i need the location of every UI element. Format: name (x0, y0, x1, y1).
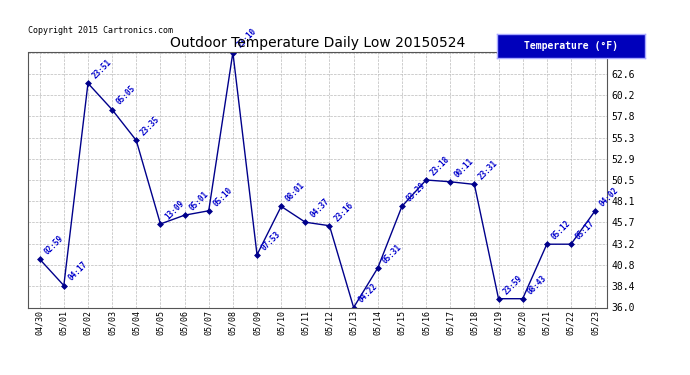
Text: 23:10: 23:10 (236, 27, 258, 50)
Text: 04:17: 04:17 (67, 260, 89, 283)
Text: 23:35: 23:35 (139, 115, 161, 138)
Text: 08:43: 08:43 (526, 273, 548, 296)
Text: Temperature (°F): Temperature (°F) (524, 41, 618, 51)
Text: 03:29: 03:29 (405, 181, 427, 204)
Text: 23:18: 23:18 (429, 154, 451, 177)
Text: 05:05: 05:05 (115, 84, 137, 107)
Text: 02:59: 02:59 (43, 234, 65, 256)
Text: 23:16: 23:16 (333, 200, 355, 223)
Text: 23:31: 23:31 (477, 159, 500, 182)
Text: 04:02: 04:02 (598, 185, 620, 208)
Text: 04:22: 04:22 (357, 282, 379, 305)
Text: 05:17: 05:17 (574, 219, 596, 242)
Text: 05:10: 05:10 (212, 185, 234, 208)
Text: 05:31: 05:31 (381, 242, 403, 265)
Text: 13:09: 13:09 (164, 198, 186, 221)
Text: 23:51: 23:51 (91, 58, 113, 81)
Text: 08:01: 08:01 (284, 181, 306, 204)
Text: 23:59: 23:59 (502, 273, 524, 296)
Text: 07:53: 07:53 (260, 229, 282, 252)
Text: 05:12: 05:12 (550, 219, 572, 242)
Text: 00:11: 00:11 (453, 156, 475, 179)
Text: 04:37: 04:37 (308, 197, 331, 219)
Text: Copyright 2015 Cartronics.com: Copyright 2015 Cartronics.com (28, 26, 172, 35)
Text: 05:01: 05:01 (188, 190, 210, 212)
Title: Outdoor Temperature Daily Low 20150524: Outdoor Temperature Daily Low 20150524 (170, 36, 465, 50)
